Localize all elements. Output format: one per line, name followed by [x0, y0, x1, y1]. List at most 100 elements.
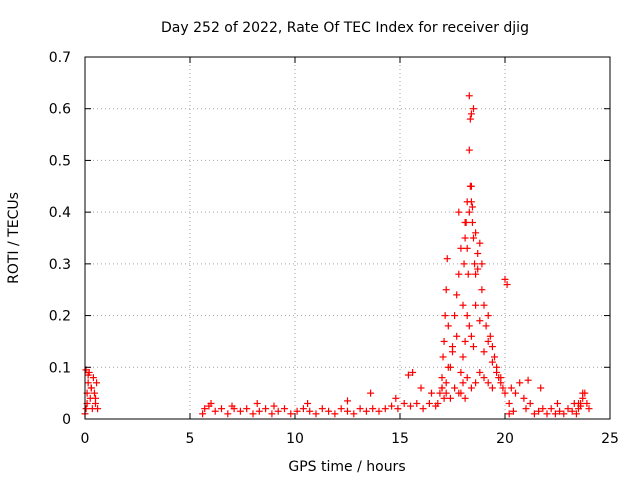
data-point	[325, 407, 333, 415]
data-point	[467, 182, 475, 190]
data-point	[270, 402, 278, 410]
data-point	[268, 410, 276, 418]
data-point	[499, 384, 507, 392]
data-point	[413, 399, 421, 407]
data-point	[84, 379, 92, 387]
data-point	[442, 379, 450, 387]
data-point	[457, 244, 465, 252]
data-point	[488, 358, 496, 366]
data-point	[516, 379, 524, 387]
data-point	[488, 343, 496, 351]
data-point	[474, 250, 482, 258]
data-point	[218, 405, 225, 413]
x-tick-label: 25	[601, 431, 619, 447]
data-point	[236, 407, 244, 415]
data-point	[478, 286, 486, 294]
data-point	[312, 410, 320, 418]
x-tick-label: 20	[496, 431, 514, 447]
data-point	[249, 410, 257, 418]
data-point	[463, 374, 471, 382]
data-point	[530, 410, 538, 418]
data-point	[488, 384, 496, 392]
data-point	[444, 363, 452, 371]
data-point	[419, 405, 427, 413]
data-point	[455, 208, 463, 216]
data-point	[501, 275, 509, 283]
data-point	[497, 374, 505, 382]
data-point	[486, 332, 494, 340]
data-point	[467, 332, 475, 340]
data-point	[503, 281, 511, 289]
data-point	[428, 389, 435, 397]
data-point	[535, 407, 543, 415]
data-point	[470, 105, 477, 113]
data-point	[464, 270, 472, 278]
data-point	[224, 410, 232, 418]
data-point	[207, 399, 215, 407]
data-point	[274, 407, 282, 415]
y-axis-label: ROTI / TECUs	[6, 192, 22, 284]
data-point	[556, 407, 564, 415]
data-point	[331, 410, 339, 418]
data-point	[453, 332, 461, 340]
data-point	[484, 379, 492, 387]
data-point	[512, 389, 519, 397]
data-point	[404, 371, 412, 379]
data-point	[201, 405, 209, 413]
data-point	[476, 368, 484, 376]
data-point	[579, 389, 587, 397]
data-point	[524, 376, 532, 384]
data-point	[356, 405, 364, 413]
data-point	[463, 312, 471, 320]
data-point	[467, 110, 475, 118]
data-point	[388, 402, 396, 410]
data-point	[369, 405, 377, 413]
y-tick-label: 0.5	[49, 153, 71, 169]
data-point	[455, 270, 463, 278]
data-point	[446, 394, 454, 402]
data-point	[526, 399, 534, 407]
data-point	[484, 337, 492, 345]
data-point	[438, 374, 446, 382]
data-points	[81, 92, 593, 418]
data-point	[509, 407, 517, 415]
y-tick-labels: 0 0.1 0.2 0.3 0.4 0.5 0.6 0.7	[49, 50, 71, 428]
data-point	[457, 368, 465, 376]
data-point	[243, 405, 251, 413]
data-point	[82, 405, 90, 413]
data-point	[585, 405, 593, 413]
data-point	[522, 405, 530, 413]
data-point	[394, 405, 402, 413]
data-point	[344, 397, 351, 405]
data-point	[87, 384, 95, 392]
data-point	[583, 399, 591, 407]
data-point	[543, 410, 551, 418]
data-point	[537, 384, 545, 392]
data-point	[90, 389, 98, 397]
data-point	[472, 270, 480, 278]
data-point	[465, 322, 473, 330]
y-tick-label: 0.4	[49, 205, 71, 221]
data-point	[505, 410, 513, 418]
data-point	[471, 260, 479, 268]
data-point	[472, 379, 480, 387]
data-point	[367, 389, 375, 397]
data-point	[463, 198, 471, 206]
y-tick-label: 0.6	[49, 102, 71, 118]
y-tick-label: 0	[62, 412, 71, 428]
data-point	[465, 146, 473, 154]
data-point	[287, 410, 295, 418]
data-point	[211, 407, 219, 415]
data-point	[409, 368, 417, 376]
x-tick-label: 15	[391, 431, 409, 447]
data-point	[551, 410, 559, 418]
data-point	[255, 407, 263, 415]
data-point	[493, 368, 501, 376]
data-point	[442, 286, 450, 294]
data-point	[362, 407, 370, 415]
data-point	[520, 394, 528, 402]
data-point	[476, 317, 484, 325]
data-point	[480, 301, 488, 309]
data-point	[505, 399, 513, 407]
